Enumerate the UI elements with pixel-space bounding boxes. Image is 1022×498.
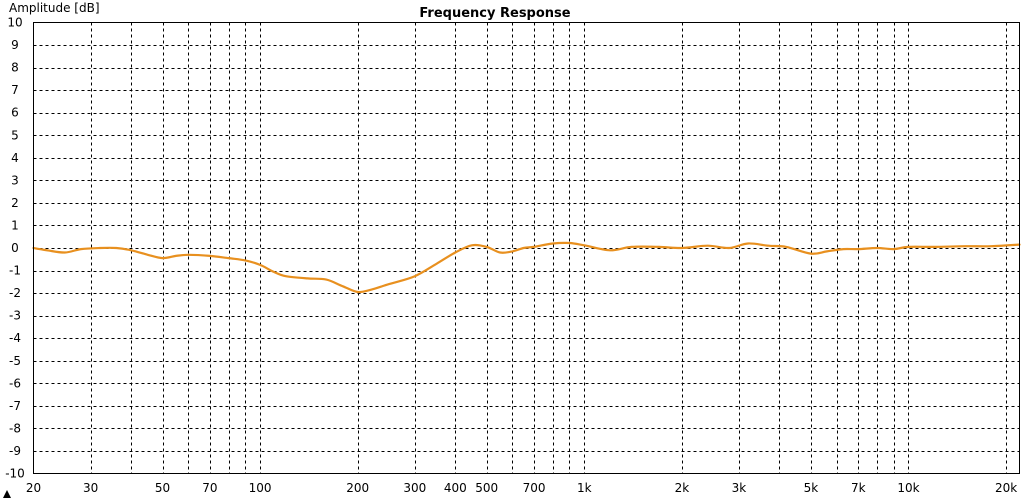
- y-tick-label: 9: [11, 38, 19, 52]
- y-tick-label: 5: [11, 128, 19, 142]
- y-tick-label: -5: [9, 354, 21, 368]
- y-tick-label: -2: [9, 286, 21, 300]
- y-tick-label: -6: [9, 376, 21, 390]
- plot-frame: [33, 22, 1020, 474]
- y-tick-label: 7: [11, 83, 19, 97]
- x-tick-label: 10k: [897, 481, 919, 495]
- x-tick-label: 20k: [995, 481, 1017, 495]
- x-tick-label: 50: [155, 481, 170, 495]
- x-tick-label: 1k: [577, 481, 592, 495]
- y-tick-label: -7: [9, 399, 21, 413]
- y-tick-label: -8: [9, 421, 21, 435]
- x-tick-label: 200: [346, 481, 369, 495]
- y-tick-label: -3: [9, 309, 21, 323]
- x-tick-label: 20: [26, 481, 41, 495]
- y-tick-label: 10: [7, 16, 22, 30]
- x-tick-label: 100: [249, 481, 272, 495]
- y-tick-label: 8: [11, 61, 19, 75]
- x-tick-label: 5k: [804, 481, 819, 495]
- y-axis-arrow-icon: [3, 490, 11, 498]
- x-tick-label: 2k: [675, 481, 690, 495]
- y-tick-label: 3: [11, 173, 19, 187]
- y-tick-label: -1: [9, 264, 21, 278]
- x-tick-label: 7k: [851, 481, 866, 495]
- y-tick-label: -9: [9, 444, 21, 458]
- y-tick-label: 1: [11, 218, 19, 232]
- chart-title: Frequency Response: [419, 6, 570, 21]
- frequency-response-line: [32, 241, 1021, 294]
- x-tick-label: 300: [403, 481, 426, 495]
- grid-lines: [33, 22, 1020, 474]
- x-tick-label: 500: [475, 481, 498, 495]
- y-tick-label: 2: [11, 196, 19, 210]
- x-tick-label: 30: [83, 481, 98, 495]
- y-axis-title: Amplitude [dB]: [9, 1, 100, 15]
- x-tick-label: 3k: [732, 481, 747, 495]
- y-tick-label: 6: [11, 106, 19, 120]
- y-tick-label: -10: [5, 467, 25, 481]
- x-tick-label: 70: [202, 481, 217, 495]
- x-axis-tick-labels: 20 30 50 70 100 200 300 400 500 700 1k 2k 3k 5k 7k 10k 2…: [26, 481, 1017, 495]
- y-tick-label: 4: [11, 151, 19, 165]
- series-layer: [32, 241, 1021, 294]
- y-tick-label: -4: [9, 331, 21, 345]
- y-tick-label: 0: [11, 241, 19, 255]
- x-tick-label: 700: [523, 481, 546, 495]
- x-tick-label: 400: [444, 481, 467, 495]
